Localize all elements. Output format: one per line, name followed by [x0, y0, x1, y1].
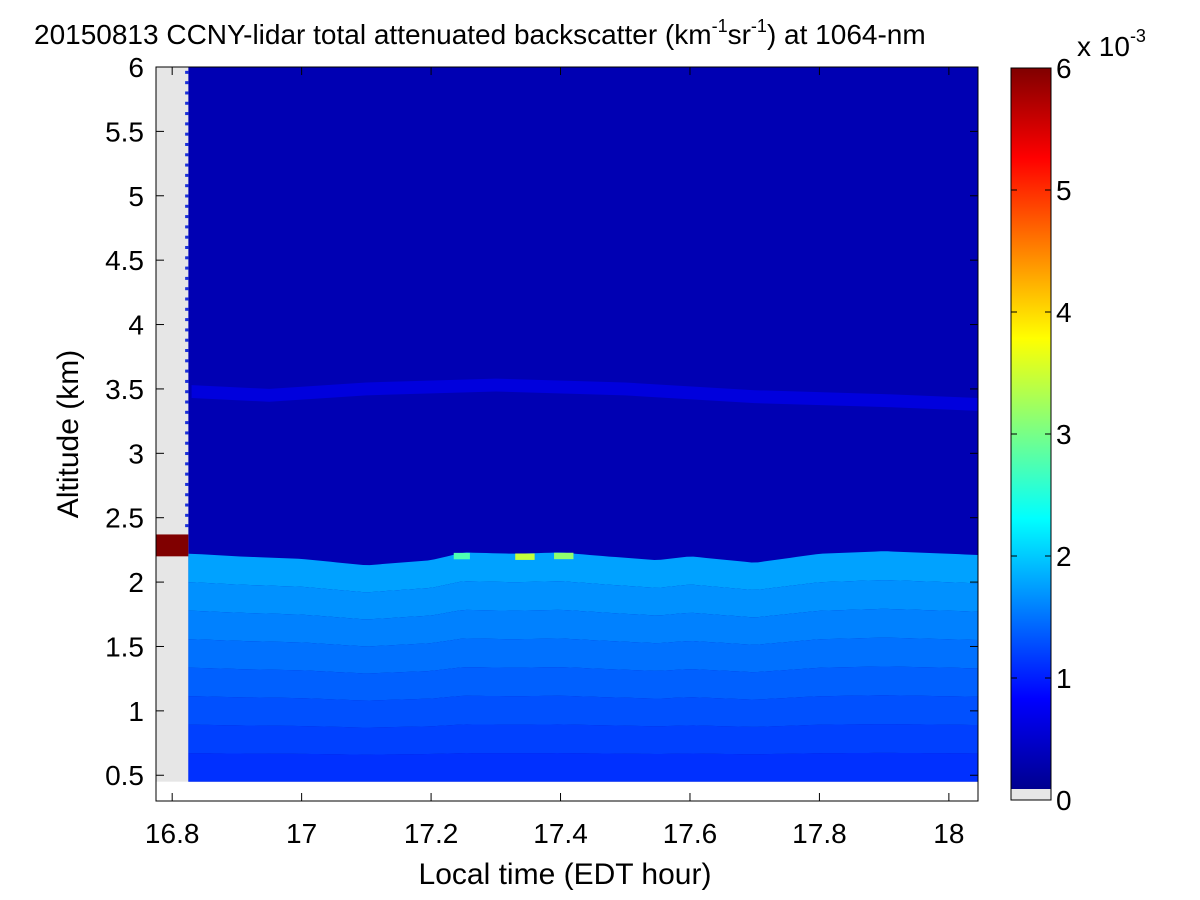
y-tick-label: 5.5 [105, 116, 144, 147]
sparse-return-stripe [185, 163, 189, 167]
sparse-return-stripe [185, 225, 189, 229]
sparse-return-stripe [185, 338, 189, 342]
sparse-return-stripe [185, 204, 189, 208]
sparse-return-stripe [185, 266, 189, 270]
y-axis: 0.5 1 1.5 2 2.5 3 3.5 4 4.5 5 5.5 6 [105, 52, 978, 791]
y-tick-label: 5 [128, 181, 144, 212]
sparse-return-stripe [185, 153, 189, 157]
sparse-return-stripe [185, 287, 189, 291]
sparse-return-stripe [185, 462, 189, 466]
sparse-return-stripe [185, 493, 189, 497]
sparse-return-stripe [185, 235, 189, 239]
colorbar-gradient [1011, 68, 1051, 789]
sparse-return-stripe [185, 482, 189, 486]
colorbar-tick-label: 3 [1056, 419, 1072, 450]
cloud-saturated-patch [156, 534, 189, 557]
sparse-return-stripe [185, 173, 189, 177]
boundary-layer-band [188, 695, 978, 728]
y-tick-label: 0.5 [105, 760, 144, 791]
x-tick-label: 17.2 [404, 818, 459, 849]
sparse-return-stripe [185, 513, 189, 517]
y-tick-label: 1 [128, 696, 144, 727]
sparse-return-stripe [185, 91, 189, 95]
y-tick-label: 2.5 [105, 503, 144, 534]
boundary-layer-band [188, 752, 978, 782]
x-axis: 16.8 17 17.2 17.4 17.6 17.8 18 [145, 67, 964, 849]
sparse-return-stripe [185, 369, 189, 373]
colorbar-tick-label: 0 [1056, 785, 1072, 816]
x-tick-label: 17.8 [792, 818, 847, 849]
chart-title: 20150813 CCNY-lidar total attenuated bac… [34, 16, 926, 50]
sparse-return-stripe [185, 524, 189, 528]
pbl-top-peak [453, 552, 470, 560]
plot-area: 16.8 17 17.2 17.4 17.6 17.8 18 0.5 1 1.5 2 2.5 3 3.5… [105, 52, 979, 849]
sparse-return-stripe [185, 112, 189, 116]
colorbar: 0 1 2 3 4 5 6 x 10-3 [1010, 26, 1146, 816]
y-tick-label: 3.5 [105, 374, 144, 405]
sparse-return-stripe [185, 297, 189, 301]
sparse-return-stripe [185, 328, 189, 332]
sparse-return-stripe [185, 184, 189, 188]
y-tick-label: 4 [128, 310, 144, 341]
sparse-return-stripe [185, 379, 189, 383]
sparse-return-stripe [185, 421, 189, 425]
colorbar-scale-label: x 10-3 [1077, 26, 1146, 62]
nodata-column [156, 67, 189, 782]
x-axis-label: Local time (EDT hour) [419, 858, 712, 891]
y-tick-label: 3 [128, 438, 144, 469]
sparse-return-stripe [185, 349, 189, 353]
colorbar-ticks: 0 1 2 3 4 5 6 [1011, 53, 1072, 816]
sparse-return-stripe [185, 400, 189, 404]
x-tick-label: 17.4 [533, 818, 588, 849]
pbl-top-peak [515, 553, 535, 560]
sparse-return-stripe [185, 359, 189, 363]
y-tick-label: 1.5 [105, 631, 144, 662]
x-tick-label: 17.6 [663, 818, 718, 849]
boundary-layer-band [188, 580, 978, 620]
boundary-layer-band [188, 551, 978, 593]
backscatter-heatmap [156, 67, 978, 782]
colorbar-tick-label: 4 [1056, 297, 1072, 328]
x-tick-label: 16.8 [145, 818, 200, 849]
sparse-return-stripe [185, 410, 189, 414]
y-tick-label: 6 [128, 52, 144, 83]
sparse-return-stripe [185, 452, 189, 456]
colorbar-tick-label: 5 [1056, 175, 1072, 206]
x-tick-label: 18 [933, 818, 964, 849]
boundary-layer-band [188, 608, 978, 647]
sparse-return-stripe [185, 70, 189, 74]
x-tick-label: 17 [286, 818, 317, 849]
sparse-return-stripe [185, 142, 189, 146]
y-axis-label: Altitude (km) [52, 350, 85, 518]
sparse-return-stripe [185, 431, 189, 435]
sparse-return-stripe [185, 503, 189, 507]
y-tick-label: 4.5 [105, 245, 144, 276]
sparse-return-stripe [185, 390, 189, 394]
boundary-layer-band [188, 666, 978, 701]
aerosol-layer [191, 378, 978, 411]
colorbar-nodata-swatch [1011, 789, 1051, 800]
sparse-return-stripe [185, 122, 189, 126]
sparse-return-stripe [185, 318, 189, 322]
colorbar-tick-label: 6 [1056, 53, 1072, 84]
boundary-layer-band [188, 724, 978, 755]
sparse-return-stripe [185, 441, 189, 445]
sparse-return-stripe [185, 472, 189, 476]
sparse-return-stripe [185, 256, 189, 260]
pbl-top-peak [554, 552, 574, 560]
colorbar-tick-label: 2 [1056, 541, 1072, 572]
sparse-return-stripe [185, 307, 189, 311]
plot-frame [155, 66, 979, 802]
boundary-layer-band [188, 637, 978, 674]
sparse-return-stripe [185, 81, 189, 85]
colorbar-tick-label: 1 [1056, 663, 1072, 694]
sparse-return-stripe [185, 101, 189, 105]
sparse-return-stripe [185, 245, 189, 249]
sparse-return-stripe [185, 132, 189, 136]
sparse-return-stripe [185, 194, 189, 198]
sparse-return-stripe [185, 215, 189, 219]
sparse-return-stripe [185, 276, 189, 280]
y-tick-label: 2 [128, 567, 144, 598]
